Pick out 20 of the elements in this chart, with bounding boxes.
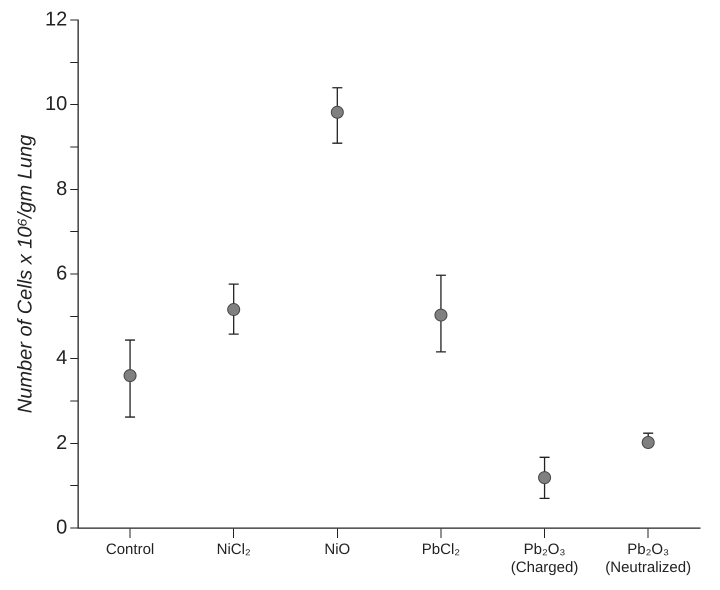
x-tick-label: Pb₂O₃ (Charged) xyxy=(510,541,578,576)
y-tick-label: 12 xyxy=(44,8,68,31)
y-tick-label: 4 xyxy=(56,347,68,370)
y-tick-label: 10 xyxy=(44,93,68,116)
x-tick-label: NiO xyxy=(324,541,350,558)
x-tick-label: NiCl₂ xyxy=(216,541,251,558)
x-tick-label: Pb₂O₃ (Neutralized) xyxy=(605,541,692,576)
y-tick-label: 6 xyxy=(56,262,68,285)
y-tick-label: 8 xyxy=(56,178,68,200)
y-tick-label: 2 xyxy=(56,432,68,454)
point xyxy=(124,369,137,382)
point xyxy=(538,471,552,484)
y-axis-title: Number of Cells x 10⁶/gm Lung xyxy=(14,134,37,414)
point xyxy=(642,436,655,449)
x-tick-label: Control xyxy=(106,541,154,558)
point xyxy=(434,308,448,322)
point xyxy=(330,106,344,119)
x-tick-label: PbCl₂ xyxy=(422,541,460,558)
point xyxy=(227,303,240,316)
y-tick-label: 0 xyxy=(56,516,68,539)
